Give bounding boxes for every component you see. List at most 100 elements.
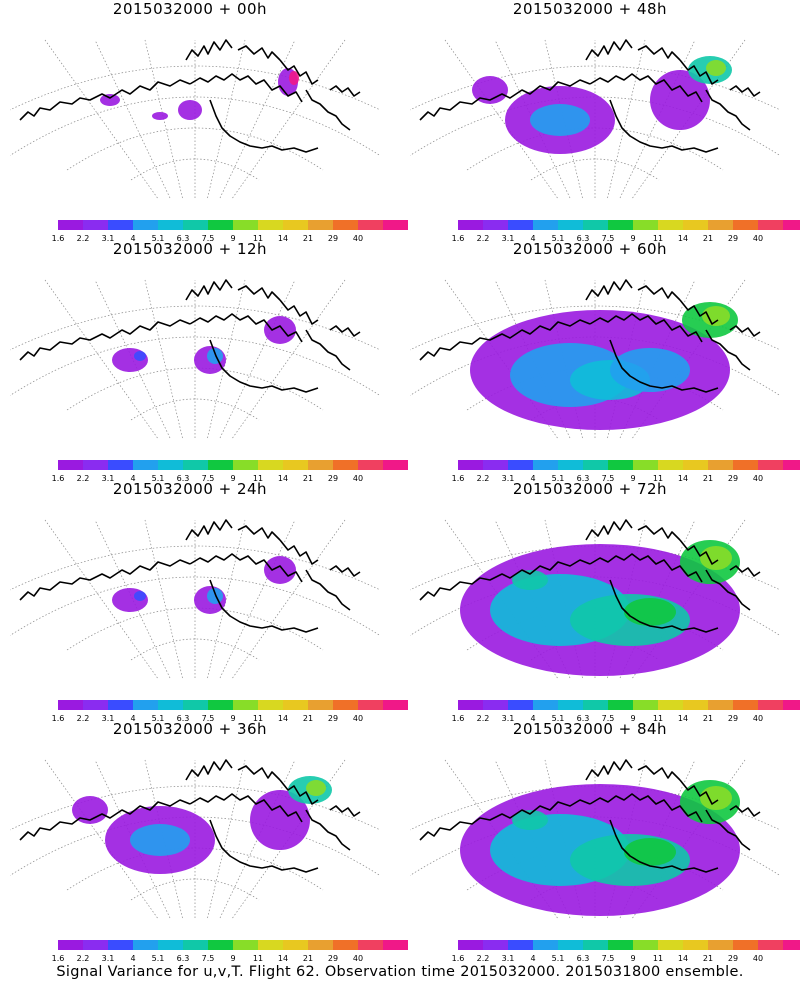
colorbar-swatch [383,460,408,470]
polar-map [10,39,380,199]
colorbar-label: 5.1 [551,234,565,243]
colorbar [58,940,408,950]
colorbar-labels: 1.6 2.2 3.1 4 5.1 6.3 7.5 9 11 14 21 29 40 [52,474,363,484]
colorbar-label: 3.1 [501,714,515,723]
colorbar-label: 4 [530,234,536,243]
colorbar-label: 6.3 [576,474,590,483]
colorbar-label: 14 [677,954,689,963]
colorbar-swatch [108,940,133,950]
colorbar-label: 4 [530,954,536,963]
colorbar-swatch [58,700,83,710]
colorbar-swatch [158,940,183,950]
colorbar-label: 21 [302,474,314,483]
colorbar-swatch [208,220,233,230]
coastlines [19,519,361,633]
colorbar-swatch [658,220,683,230]
coastlines [19,39,361,153]
colorbar-swatch [308,460,333,470]
colorbar-label: 29 [327,474,339,483]
colorbar-label: 11 [252,714,264,723]
colorbar-label: 3.1 [101,954,115,963]
colorbar-label: 40 [752,474,764,483]
colorbar-label: 9 [630,474,636,483]
colorbar-swatch [758,940,783,950]
colorbar-swatch [458,940,483,950]
colorbar-swatch [458,220,483,230]
colorbar-swatch [533,460,558,470]
colorbar-label: 7.5 [201,714,215,723]
colorbar-swatch [683,940,708,950]
colorbar-swatch [83,700,108,710]
colorbar-label: 21 [302,234,314,243]
variance-field [460,780,740,916]
colorbar-label: 5.1 [151,954,165,963]
colorbar-label: 7.5 [201,234,215,243]
colorbar-swatch [683,700,708,710]
colorbar-swatch [533,220,558,230]
colorbar-label: 5.1 [551,954,565,963]
colorbar-label: 2.2 [76,234,90,243]
colorbar-label: 40 [352,234,364,243]
colorbar-swatch [608,460,633,470]
colorbar-label: 1.6 [451,714,465,723]
colorbar-swatch [508,460,533,470]
colorbar-label: 1.6 [451,234,465,243]
colorbar-label: 4 [130,474,136,483]
colorbar-swatch [758,460,783,470]
colorbar-label: 40 [752,234,764,243]
colorbar-swatch [658,460,683,470]
colorbar-label: 11 [652,954,664,963]
colorbar-label: 3.1 [501,954,515,963]
colorbar-swatch [733,700,758,710]
colorbar-label: 11 [652,234,664,243]
colorbar-label: 14 [277,474,289,483]
colorbar-swatch [683,220,708,230]
colorbar-swatch [608,700,633,710]
colorbar-label: 5.1 [551,474,565,483]
colorbar-labels: 1.6 2.2 3.1 4 5.1 6.3 7.5 9 11 14 21 29 40 [52,234,364,244]
colorbar-swatch [658,940,683,950]
colorbar-label: 9 [230,234,236,243]
colorbar-label: 3.1 [101,234,115,243]
colorbar-swatch [658,700,683,710]
map-panel: 2015032000 + 60h 1.6 2.2 3.1 4 5.1 6.3 7.5 9 11 14… [400,240,800,483]
colorbar-swatch [308,940,333,950]
panel-title: 2015032000 + 72h [512,480,668,498]
colorbar-swatch [508,940,533,950]
colorbar-label: 7.5 [601,714,615,723]
coastlines [19,279,361,393]
colorbar-label: 2.2 [476,714,490,723]
colorbar-swatch [83,460,108,470]
colorbar-swatch [333,460,358,470]
colorbar-swatch [558,940,583,950]
variance-field [112,556,296,614]
colorbar-label: 2.2 [76,714,90,723]
colorbar-label: 4 [130,954,136,963]
colorbar-swatch [383,220,408,230]
colorbar-label: 3.1 [101,714,115,723]
colorbar-label: 9 [630,714,636,723]
colorbar-swatch [258,460,283,470]
colorbar-swatch [383,940,408,950]
colorbar-swatch [158,460,183,470]
colorbar-swatch [333,940,358,950]
polar-map [410,759,780,919]
colorbar-label: 3.1 [501,474,515,483]
colorbar-swatch [583,220,608,230]
colorbar-label: 21 [702,234,714,243]
colorbar-swatch [458,700,483,710]
colorbar-swatch [383,700,408,710]
coastlines [19,759,361,873]
colorbar-label: 1.6 [51,474,65,483]
colorbar-swatch [583,460,608,470]
colorbar-swatch [783,700,800,710]
colorbar-swatch [158,220,183,230]
colorbar-swatch [358,700,383,710]
map-panel: 2015032000 + 24h 1.6 2.2 3.1 4 5.1 6.3 7.5 9 11 14… [0,480,408,723]
colorbar-label: 14 [277,714,289,723]
colorbar-labels: 1.6 2.2 3.1 4 5.1 6.3 7.5 9 11 14 21 29 40 [52,954,363,964]
colorbar-label: 29 [727,234,739,243]
colorbar-swatch [183,940,208,950]
colorbar-swatch [233,220,258,230]
colorbar-swatch [533,700,558,710]
